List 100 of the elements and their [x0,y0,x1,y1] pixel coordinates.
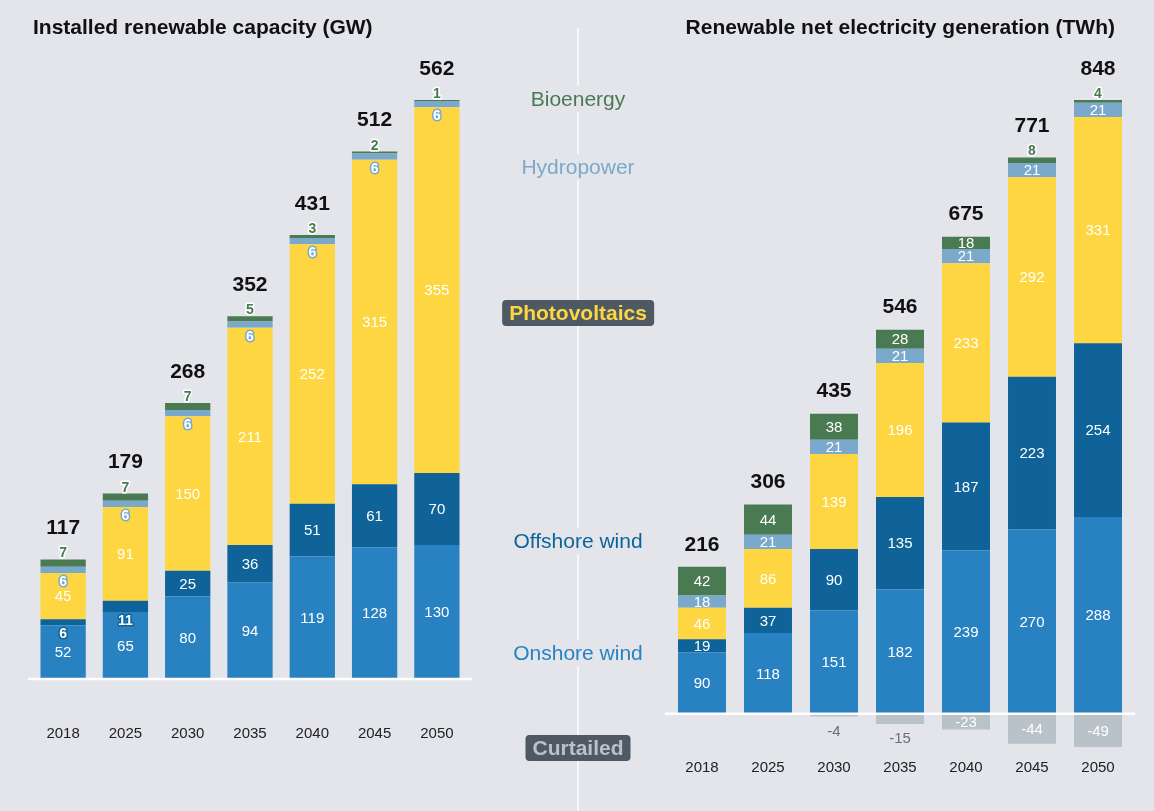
x-tick-label: 2035 [233,724,267,742]
data-label: 6 [59,572,68,589]
bar [744,504,792,535]
data-label: 44 [759,510,777,528]
bar [40,572,86,620]
data-label: 36 [241,554,259,572]
bar [102,493,149,501]
bar [1074,117,1122,344]
text: Bioenergy [526,86,630,112]
data-label: 182 [887,642,913,660]
data-label: 223 [1019,444,1045,462]
bar [414,472,460,546]
x-tick-label: 2018 [46,724,80,742]
bar [102,500,149,507]
x-tick-label: 2025 [751,758,785,776]
bar [227,582,273,679]
bar [351,159,398,485]
data-label: 252 [299,365,325,383]
x-tick-label: 2050 [420,724,454,742]
bar [942,263,990,423]
bar [678,607,726,640]
data-label: 21 [825,437,843,455]
bar [810,610,858,714]
data-label: 52 [54,643,72,661]
data-label: 46 [693,614,711,632]
data-label: 65 [117,636,134,654]
bar [165,570,211,597]
total-label: 268 [170,358,206,382]
chart-title: Renewable net electricity generation (TWh) [685,15,1115,39]
x-tick-label: 2040 [295,724,329,742]
total-label: 179 [107,449,143,473]
x-tick-label: 2045 [357,724,392,742]
bar [102,600,149,613]
data-label: 150 [175,484,201,502]
bar [289,556,335,679]
data-label: 6 [121,506,130,523]
total-label: 848 [1080,55,1116,79]
data-label: -44 [1021,719,1043,737]
bar [1074,516,1122,714]
bar [810,413,858,440]
data-label: 37 [759,611,777,629]
data-label: 25 [179,574,197,592]
total-label: 435 [816,378,852,402]
bar [1008,177,1056,377]
data-label: 7 [183,387,192,404]
data-label: 6 [308,244,317,261]
data-label: 45 [54,587,72,605]
x-tick-label: 2030 [171,724,205,742]
bar [1074,100,1122,103]
total-label: 562 [419,55,455,79]
bar [414,107,460,473]
total-label: 431 [294,190,331,214]
text: Photovoltaics [502,300,654,326]
text: Hydropower [517,154,639,180]
data-label: 254 [1085,421,1111,439]
data-label: 331 [1085,221,1111,239]
data-label: 196 [887,421,913,439]
data-label: 6 [183,416,192,433]
data-label: 128 [362,604,388,622]
bar [876,589,924,714]
bar [942,550,990,714]
x-tick-label: 2035 [883,758,917,776]
bar [165,410,211,417]
data-label: -23 [955,712,977,730]
bar [1074,343,1122,517]
bar [289,238,335,245]
bar [351,153,398,160]
series-label: Onshore wind [509,640,647,666]
total-label: 352 [232,272,268,296]
bar [227,316,273,322]
data-label: 4 [1094,85,1103,101]
bar [678,566,726,596]
data-label: 239 [953,623,979,641]
data-label: 91 [117,544,134,562]
data-label: 6 [370,159,379,176]
bar [165,596,211,679]
data-label: 11 [118,612,134,629]
data-label: 7 [121,478,130,495]
data-label: 2 [370,136,379,153]
data-label: 119 [300,608,325,626]
data-label: 6 [59,625,68,642]
bar [414,545,460,679]
data-label: 19 [693,636,711,654]
bar [810,454,858,550]
total-label: 512 [357,107,393,131]
data-label: 139 [821,492,847,510]
x-tick-label: 2025 [108,724,143,742]
data-label: 1 [432,85,441,101]
total-label: 771 [1014,113,1050,137]
bar [351,484,398,548]
data-label: 355 [424,281,450,299]
data-label: 270 [1019,612,1045,630]
bar [227,321,273,328]
x-tick-label: 2045 [1015,758,1049,776]
data-label: -4 [827,721,841,739]
bar [165,402,211,411]
data-label: 315 [362,313,388,331]
x-tick-label: 2040 [949,758,983,776]
data-label: 80 [179,628,197,646]
data-label: 7 [59,544,68,561]
